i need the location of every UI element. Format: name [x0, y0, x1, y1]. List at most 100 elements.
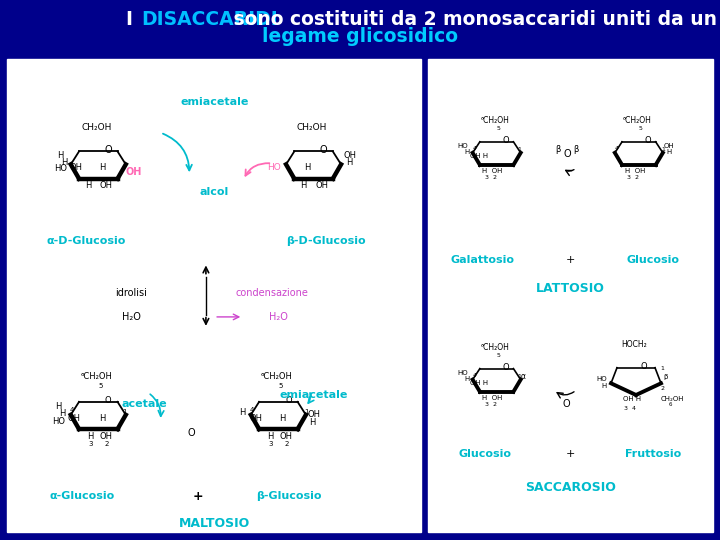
Text: H: H	[267, 431, 274, 441]
Text: H: H	[99, 163, 105, 172]
Text: HO: HO	[597, 376, 608, 382]
Text: 3  2: 3 2	[485, 402, 497, 407]
Text: acetale: acetale	[121, 399, 166, 409]
Text: SACCAROSIO: SACCAROSIO	[525, 481, 616, 494]
Text: 3  2: 3 2	[485, 176, 497, 180]
Text: H: H	[601, 383, 607, 389]
Text: H: H	[300, 181, 307, 190]
Text: 3  4: 3 4	[624, 406, 636, 411]
Text: Fruttosio: Fruttosio	[625, 449, 681, 459]
Text: β-Glucosio: β-Glucosio	[256, 491, 321, 502]
Text: I: I	[126, 10, 140, 29]
Text: α-Glucosio: α-Glucosio	[49, 491, 114, 502]
Text: +: +	[192, 490, 203, 503]
Text: condensazione: condensazione	[235, 288, 309, 298]
Text: HO: HO	[54, 164, 67, 173]
Text: ⁶CH₂OH: ⁶CH₂OH	[480, 117, 509, 125]
Text: ⁶CH₂OH: ⁶CH₂OH	[261, 372, 292, 381]
Text: H: H	[666, 149, 672, 155]
Text: O: O	[105, 396, 112, 404]
Text: H: H	[279, 414, 286, 423]
Text: 1: 1	[660, 366, 664, 371]
Text: OH: OH	[125, 167, 141, 177]
Text: O: O	[564, 149, 572, 159]
Text: OH: OH	[70, 163, 83, 172]
Text: H: H	[309, 417, 315, 427]
Text: OH: OH	[308, 410, 321, 418]
Text: 3  2: 3 2	[627, 176, 639, 180]
Text: 5: 5	[639, 126, 643, 131]
Text: O: O	[644, 137, 651, 145]
Text: 2: 2	[284, 441, 289, 447]
Text: β: β	[555, 145, 560, 154]
Text: 3: 3	[268, 441, 273, 447]
Text: 2: 2	[104, 441, 109, 447]
Text: MALTOSIO: MALTOSIO	[179, 517, 250, 530]
Text: α-D-Glucosio: α-D-Glucosio	[46, 237, 125, 246]
Text: OH: OH	[250, 414, 263, 423]
Text: H  OH: H OH	[625, 168, 645, 174]
Text: HO: HO	[266, 163, 280, 172]
Text: emiacetale: emiacetale	[279, 390, 348, 400]
Text: H: H	[305, 163, 311, 172]
Text: O: O	[285, 396, 292, 404]
Text: 4: 4	[472, 146, 477, 151]
Text: 4: 4	[472, 373, 477, 378]
Text: 5: 5	[278, 383, 282, 389]
Text: O: O	[320, 145, 328, 155]
Text: OH: OH	[68, 414, 81, 423]
Text: +: +	[566, 449, 575, 459]
Text: O: O	[188, 428, 195, 438]
Text: DISACCARIDI: DISACCARIDI	[142, 10, 279, 29]
Text: 5: 5	[497, 126, 500, 131]
Text: 1: 1	[304, 409, 309, 415]
Text: OH: OH	[315, 181, 328, 190]
Text: α: α	[520, 372, 525, 381]
Text: O: O	[562, 399, 570, 409]
Text: CH₂OH: CH₂OH	[81, 123, 112, 132]
Text: 1: 1	[518, 374, 521, 379]
Text: 4: 4	[615, 146, 619, 151]
Text: H: H	[59, 409, 66, 417]
Text: H: H	[464, 149, 469, 155]
Text: 4: 4	[70, 407, 74, 413]
Text: 1: 1	[122, 409, 127, 415]
Text: H: H	[61, 158, 68, 167]
Text: O: O	[503, 137, 509, 145]
Text: Glucosio: Glucosio	[459, 449, 512, 459]
Text: H: H	[464, 376, 469, 382]
Text: emiacetale: emiacetale	[180, 97, 248, 107]
Text: ⁶CH₂OH: ⁶CH₂OH	[480, 343, 509, 352]
Text: HOCH₂: HOCH₂	[621, 340, 647, 349]
Text: 2: 2	[660, 386, 664, 391]
Text: β-D-Glucosio: β-D-Glucosio	[286, 237, 366, 246]
Text: O: O	[503, 363, 509, 372]
Text: 4: 4	[250, 407, 255, 413]
Text: +: +	[566, 255, 575, 265]
Text: H: H	[346, 158, 353, 167]
Text: 5: 5	[497, 353, 500, 358]
Text: 1: 1	[661, 147, 665, 152]
Text: Glucosio: Glucosio	[626, 255, 680, 265]
Text: HO: HO	[52, 417, 65, 426]
Bar	[428, 59, 713, 532]
Text: 5: 5	[98, 383, 102, 389]
Text: H: H	[85, 181, 91, 190]
Text: 6: 6	[668, 402, 672, 407]
Text: H₂O: H₂O	[122, 312, 141, 322]
Text: alcol: alcol	[199, 187, 229, 197]
Text: OH H: OH H	[469, 380, 487, 386]
Text: O: O	[104, 145, 112, 155]
Text: HO: HO	[457, 370, 468, 376]
Text: ⁶CH₂OH: ⁶CH₂OH	[622, 117, 652, 125]
Text: H: H	[57, 151, 63, 160]
Text: HO: HO	[457, 143, 468, 149]
Text: H: H	[55, 402, 61, 410]
Text: CH₂OH: CH₂OH	[660, 396, 684, 402]
Text: sono costituiti da 2 monosaccaridi uniti da un: sono costituiti da 2 monosaccaridi uniti…	[228, 10, 717, 29]
Text: OH: OH	[100, 431, 113, 441]
Text: H: H	[99, 414, 105, 423]
Text: OH: OH	[280, 431, 293, 441]
Text: OH H: OH H	[623, 396, 641, 402]
Text: 3: 3	[88, 441, 93, 447]
